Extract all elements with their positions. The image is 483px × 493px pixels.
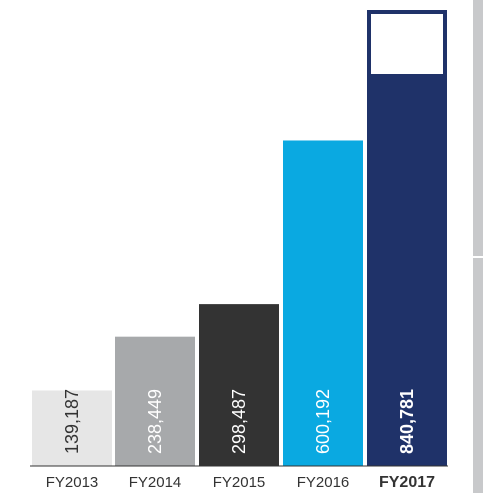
value-label-fy2014: 238,449 xyxy=(145,389,165,454)
right-sidebar-strip xyxy=(473,0,483,493)
bars-layer xyxy=(32,10,447,466)
category-label-fy2015: FY2015 xyxy=(213,474,266,491)
bar-fy2015 xyxy=(199,304,279,466)
bar-fy2013 xyxy=(32,390,112,466)
category-label-fy2017: FY2017 xyxy=(379,474,435,491)
category-label-fy2014: FY2014 xyxy=(129,474,182,491)
value-label-fy2017: 840,781 xyxy=(397,389,417,454)
category-label-fy2013: FY2013 xyxy=(46,474,99,491)
value-label-fy2013: 139,187 xyxy=(62,389,82,454)
bar-fy2014 xyxy=(115,336,195,466)
bar-fy2016 xyxy=(283,140,363,466)
value-label-fy2016: 600,192 xyxy=(313,389,333,454)
right-sidebar-divider xyxy=(473,256,483,258)
labels-layer: 139,187 FY2013 238,449 FY2014 298,487 FY2015 6… xyxy=(46,389,435,491)
category-label-fy2016: FY2016 xyxy=(297,474,350,491)
value-label-fy2015: 298,487 xyxy=(229,389,249,454)
highlight-box xyxy=(371,14,443,74)
bar-fy2017 xyxy=(367,10,447,466)
